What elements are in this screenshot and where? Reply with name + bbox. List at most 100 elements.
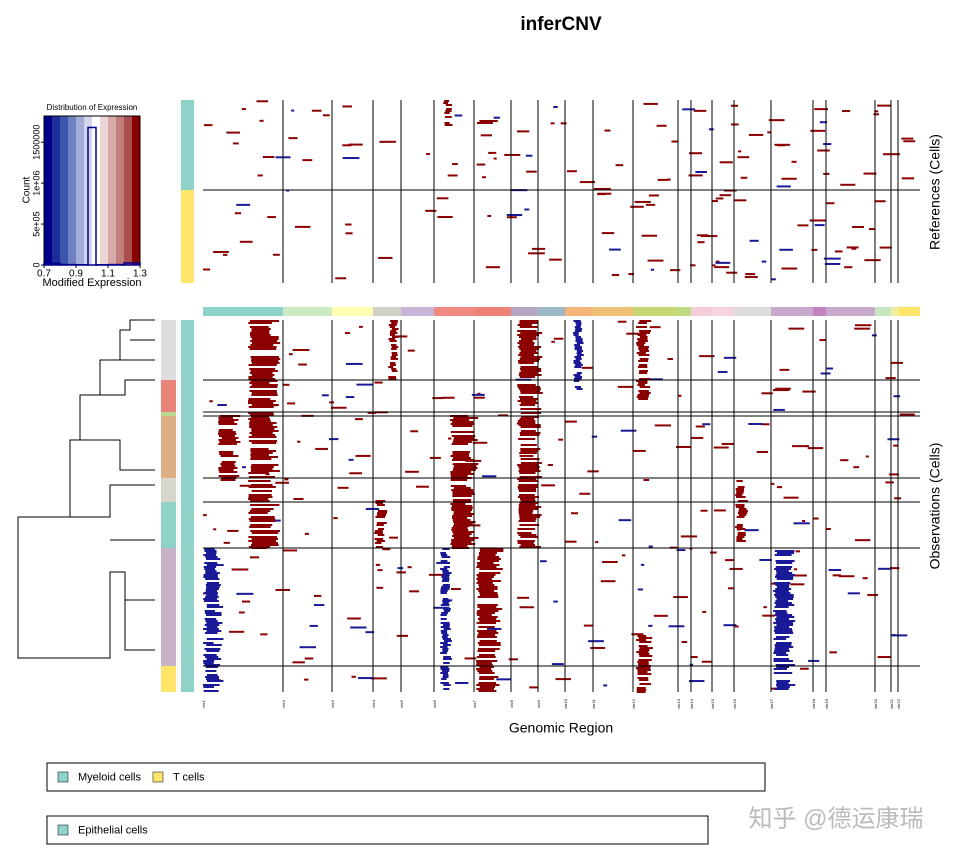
heat-band (206, 658, 222, 660)
heat-cell (416, 485, 429, 488)
heat-cell (428, 573, 446, 576)
heat-band (476, 662, 492, 664)
heat-cell (330, 406, 347, 409)
heat-band (391, 354, 398, 356)
heat-cell (238, 611, 245, 614)
heat-band (774, 554, 792, 556)
heat-band (206, 680, 224, 682)
chr-strip (712, 307, 734, 316)
heat-cell (701, 660, 712, 663)
heat-cell (236, 203, 251, 206)
heat-band (250, 380, 278, 382)
heat-band (248, 536, 278, 538)
heat-band (390, 330, 397, 332)
heat-cell (893, 444, 899, 447)
heat-band (375, 500, 386, 502)
heat-cell (737, 156, 750, 159)
heat-band (390, 358, 399, 360)
heat-band (377, 512, 387, 514)
heat-band (443, 628, 451, 630)
heat-band (737, 512, 748, 514)
heat-cell (426, 153, 431, 156)
heat-cell (539, 560, 547, 563)
heat-band (390, 320, 398, 322)
heat-cell (648, 545, 653, 548)
heat-cell (824, 262, 841, 265)
heat-band (452, 531, 475, 533)
chr-label: chr22 (896, 698, 901, 709)
heat-band (388, 338, 396, 340)
heat-cell (272, 253, 280, 256)
heat-cell (621, 554, 626, 557)
heat-cell (802, 520, 806, 523)
heat-band (638, 637, 653, 639)
heat-cell (375, 563, 381, 566)
heat-band (776, 572, 793, 574)
heat-cell (618, 519, 632, 522)
heat-band (206, 552, 217, 554)
heat-cell (678, 394, 682, 397)
heat-band (452, 535, 470, 537)
heat-band (774, 594, 794, 596)
heat-band (476, 582, 493, 584)
heat-band (204, 568, 216, 570)
heat-band (443, 656, 451, 658)
heat-band (639, 358, 649, 360)
obs-cluster (161, 412, 176, 416)
heat-band (203, 660, 215, 662)
heat-band (479, 620, 501, 622)
heat-band (574, 348, 583, 350)
heat-band (519, 502, 539, 504)
heat-band (218, 443, 237, 445)
heat-band (519, 494, 535, 496)
heat-band (476, 612, 495, 614)
heat-band (638, 645, 648, 647)
heat-band (249, 432, 273, 434)
heat-band (391, 348, 397, 350)
heat-cell (709, 551, 717, 554)
heat-band (518, 504, 536, 506)
heat-band (452, 421, 474, 423)
heat-band (452, 519, 471, 521)
heat-band (775, 566, 793, 568)
heat-cell (865, 455, 869, 458)
heat-cell (283, 549, 297, 552)
heat-band (774, 650, 790, 652)
heat-band (444, 112, 450, 114)
heat-cell (241, 108, 246, 111)
heat-cell (682, 108, 696, 111)
heat-cell (680, 535, 697, 538)
heat-band (479, 686, 496, 688)
heat-band (476, 660, 498, 662)
heat-cell (292, 661, 305, 664)
heat-band (574, 366, 582, 368)
heat-band (248, 402, 274, 404)
heat-cell (432, 397, 444, 400)
heat-cell (407, 349, 415, 352)
heat-band (251, 374, 275, 376)
obs-cluster (161, 416, 176, 478)
legend-label: T cells (173, 771, 205, 783)
heat-cell (242, 466, 246, 469)
heat-cell (604, 129, 611, 132)
heat-cell (397, 567, 404, 570)
heat-cell (890, 634, 897, 637)
heat-cell (328, 438, 339, 441)
heat-cell (450, 587, 461, 590)
key-y-label: Count (22, 176, 33, 203)
heat-cell (377, 569, 383, 572)
heat-cell (529, 686, 539, 689)
heat-band (443, 608, 451, 610)
heat-cell (834, 250, 843, 253)
heat-cell (454, 114, 463, 117)
heat-cell (887, 438, 900, 441)
heat-band (477, 670, 493, 672)
heat-band (249, 526, 271, 528)
heat-band (774, 688, 789, 690)
heat-band (377, 510, 388, 512)
heat-cell (519, 606, 534, 609)
legend-box (46, 762, 766, 792)
heat-band (520, 434, 540, 436)
heat-cell (390, 140, 397, 143)
chr-strip (283, 307, 332, 316)
